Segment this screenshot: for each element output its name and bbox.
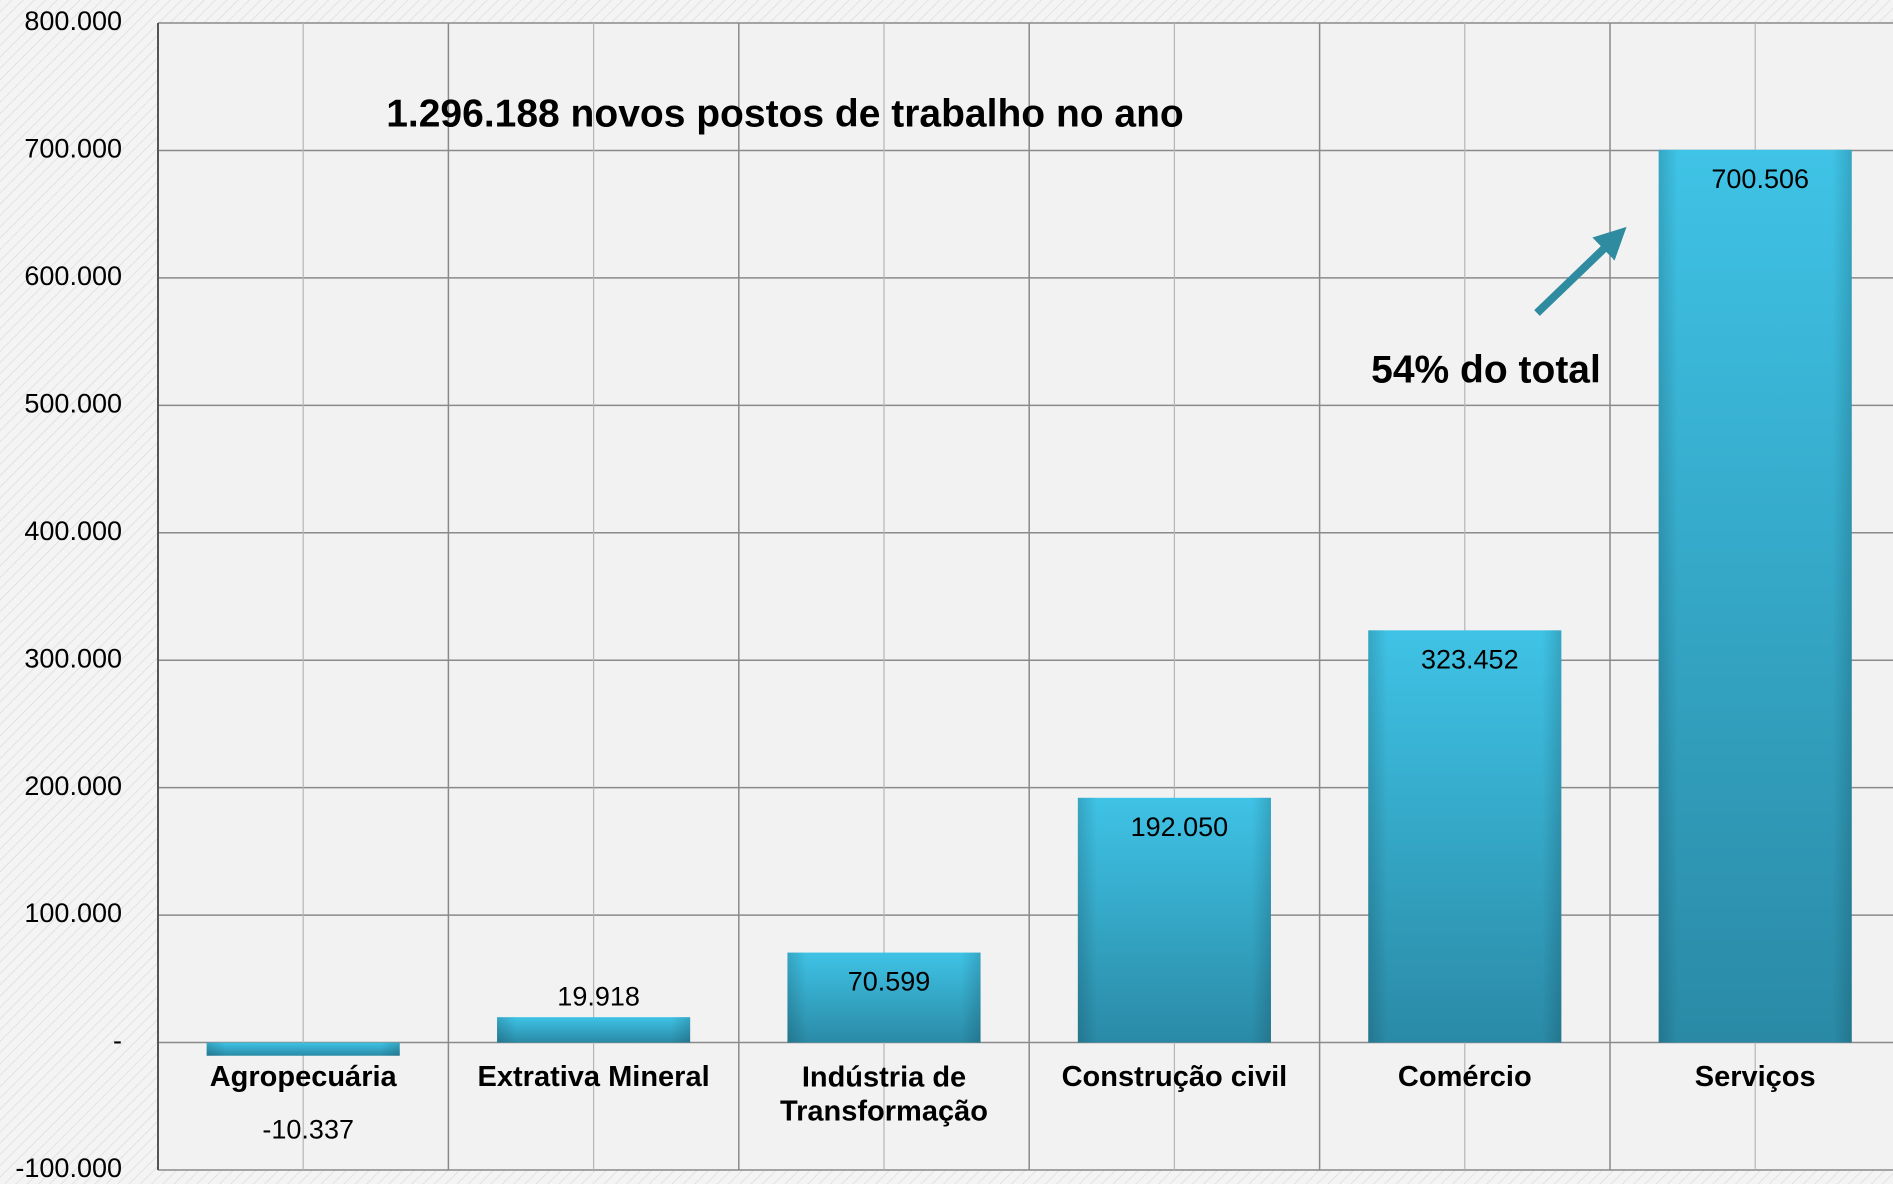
- y-tick-label: -100.000: [15, 1153, 122, 1183]
- value-label: 700.506: [1711, 164, 1809, 194]
- plot-area: [158, 23, 1893, 1170]
- bar-shade: [1077, 797, 1271, 1043]
- x-tick-label: Agropecuária: [210, 1061, 398, 1093]
- value-label: 192.050: [1131, 812, 1229, 842]
- y-tick-label: 200.000: [24, 771, 122, 801]
- y-tick-label: 100.000: [24, 898, 122, 928]
- bar-shade: [787, 952, 981, 1043]
- annotation: 1.296.188 novos postos de trabalho no an…: [386, 92, 1184, 135]
- value-label: 323.452: [1421, 644, 1519, 674]
- value-label: -10.337: [262, 1115, 354, 1145]
- y-tick-label: 400.000: [24, 516, 122, 546]
- y-tick-label: 800.000: [24, 6, 122, 36]
- bar-shade: [497, 1017, 691, 1043]
- annotation: 54% do total: [1371, 348, 1601, 391]
- x-tick-label: Serviços: [1695, 1061, 1816, 1093]
- bar-shade: [1658, 149, 1852, 1043]
- y-tick-label: 500.000: [24, 388, 122, 418]
- value-label: 19.918: [557, 981, 640, 1011]
- x-tick-label: Indústria de Transformação: [780, 1061, 988, 1127]
- y-tick-label: 600.000: [24, 261, 122, 291]
- y-tick-label: -: [113, 1026, 122, 1056]
- arrow: [1534, 226, 1627, 316]
- x-tick-label: Extrativa Mineral: [478, 1061, 710, 1093]
- y-tick-label: 300.000: [24, 643, 122, 673]
- y-tick-label: 700.000: [24, 134, 122, 164]
- bar-shade: [1368, 630, 1562, 1043]
- x-tick-label: Construção civil: [1062, 1061, 1288, 1093]
- bar-shade: [206, 1042, 400, 1056]
- value-label: 70.599: [848, 967, 931, 997]
- x-tick-label: Comércio: [1398, 1061, 1532, 1093]
